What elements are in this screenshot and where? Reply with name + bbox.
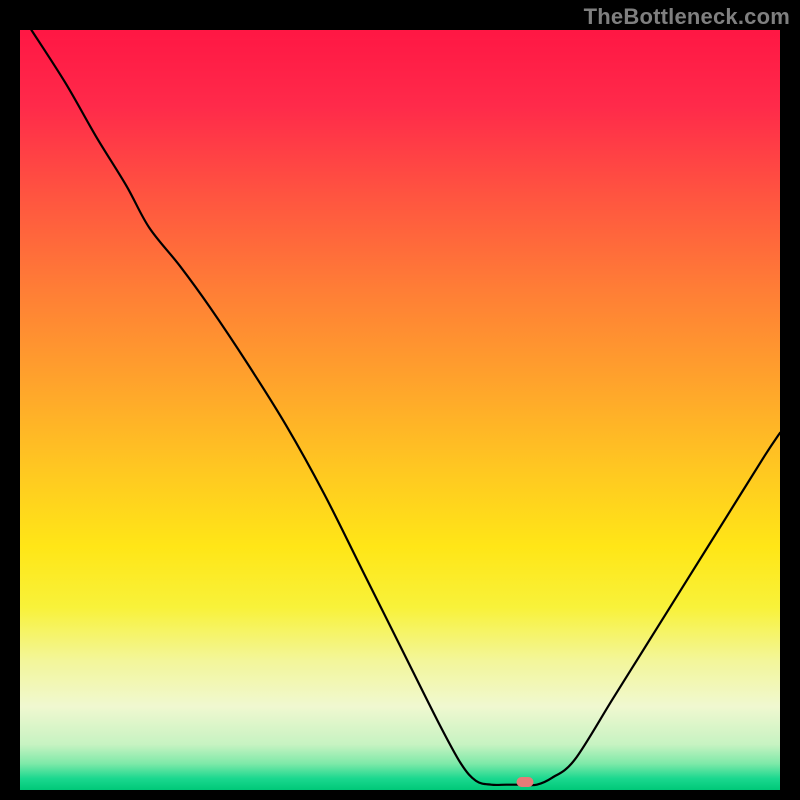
plot-area (20, 30, 780, 790)
chart-frame: TheBottleneck.com (0, 0, 800, 800)
watermark-text: TheBottleneck.com (584, 4, 790, 30)
plot-svg (20, 30, 780, 790)
gradient-background (20, 30, 780, 790)
